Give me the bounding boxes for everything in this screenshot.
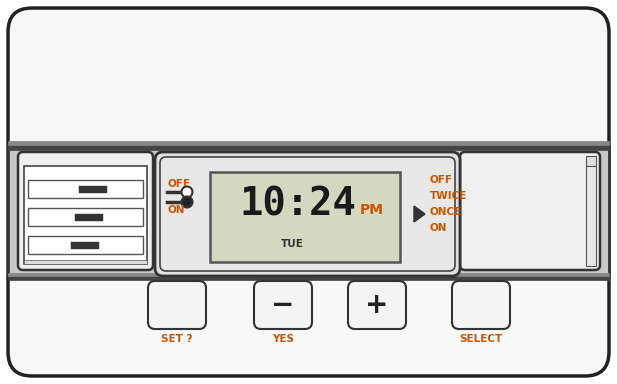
Text: YES: YES bbox=[272, 334, 294, 344]
Text: ONCE: ONCE bbox=[430, 207, 462, 217]
FancyBboxPatch shape bbox=[160, 157, 455, 271]
FancyBboxPatch shape bbox=[348, 281, 406, 329]
Text: 10:24: 10:24 bbox=[239, 185, 357, 223]
FancyBboxPatch shape bbox=[148, 281, 206, 329]
Bar bbox=[210, 172, 400, 262]
Bar bbox=[8, 273, 609, 276]
Bar bbox=[586, 156, 596, 166]
FancyBboxPatch shape bbox=[8, 8, 609, 376]
Circle shape bbox=[181, 187, 193, 197]
FancyBboxPatch shape bbox=[155, 152, 460, 276]
Bar bbox=[28, 208, 143, 226]
Text: OFF: OFF bbox=[430, 175, 453, 185]
Bar bbox=[8, 275, 609, 280]
Bar bbox=[8, 141, 609, 145]
Circle shape bbox=[181, 197, 193, 207]
Text: SET ?: SET ? bbox=[161, 334, 193, 344]
Bar bbox=[586, 166, 596, 266]
FancyBboxPatch shape bbox=[460, 152, 600, 270]
Text: OFF: OFF bbox=[167, 179, 190, 189]
FancyBboxPatch shape bbox=[18, 152, 153, 270]
Bar bbox=[8, 145, 609, 150]
Bar bbox=[24, 260, 147, 264]
Bar bbox=[75, 214, 103, 221]
Polygon shape bbox=[414, 206, 425, 222]
Text: SELECT: SELECT bbox=[460, 334, 503, 344]
FancyBboxPatch shape bbox=[254, 281, 312, 329]
Bar bbox=[79, 186, 107, 193]
Text: TUE: TUE bbox=[281, 239, 304, 249]
Text: TWICE: TWICE bbox=[430, 191, 467, 201]
FancyBboxPatch shape bbox=[452, 281, 510, 329]
Bar bbox=[28, 236, 143, 254]
Text: ON: ON bbox=[430, 223, 447, 233]
Text: ON: ON bbox=[167, 205, 184, 215]
Bar bbox=[8, 146, 609, 276]
Text: −: − bbox=[271, 291, 295, 319]
Bar bbox=[24, 166, 147, 264]
Bar bbox=[71, 242, 99, 249]
Bar bbox=[28, 180, 143, 198]
Text: PM: PM bbox=[360, 203, 384, 217]
Text: +: + bbox=[365, 291, 389, 319]
